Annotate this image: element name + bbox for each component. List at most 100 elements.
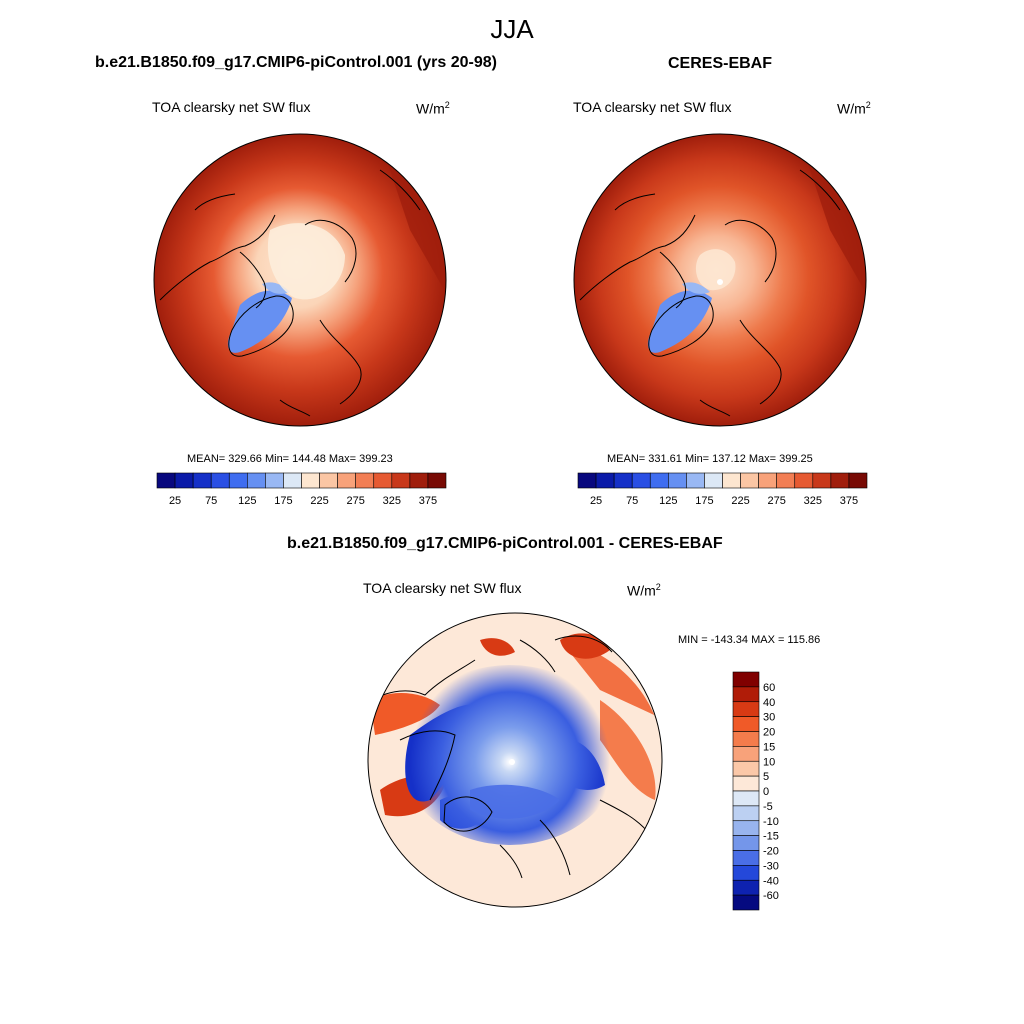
panel2-colorbar-box [830,472,850,489]
panel2-colorbar-box [686,472,705,489]
panel1-colorbar: 25 75 125 175 225 275 325 375 [156,472,447,507]
panel3-colorbar-box [732,865,760,881]
panel1-colorbar-box [265,472,284,489]
panel1-colorbar-box [373,472,393,489]
panel2-colorbar-box [649,472,669,489]
panel2-colorbar-box [668,472,687,489]
panel1-colorbar-box [427,472,447,489]
panel1-units: W/m2 [416,100,450,117]
panel1-coastlines [159,169,421,417]
panel2-colorbar-tick-label: 25 [590,495,602,507]
panel3-colorbar-box [732,879,760,896]
panel3-colorbar-box [732,775,760,792]
panel2-colorbar: 25 75 125 175 225 275 325 375 [577,472,868,507]
panel1-units-base: W/m [416,100,445,117]
panel1-colorbar-tick-label: 175 [274,495,292,507]
panel3-blue-patch-lower [470,784,560,819]
panel1-colorbar-tick-label: 75 [205,495,217,507]
panel3-colorbar-tick-label: 0 [763,786,769,798]
panel3-positive-north [560,633,610,659]
panel3-colorbar-box [732,731,760,747]
panel3-negative-greenland [440,794,490,829]
panel2-colorbar-box [722,472,741,489]
panel3-colorbar-box [732,760,760,777]
panel3-negative-band-east [555,739,605,790]
panel2-colorbar-tick-label: 325 [804,495,822,507]
panel2-coastlines [579,169,841,417]
panel1-colorbar-tick-label: 375 [419,495,437,507]
panel1-dark-outer-region [380,140,446,300]
panel3-positive-east-band [600,700,656,800]
panel3-title: b.e21.B1850.f09_g17.CMIP6-piControl.001 … [287,535,723,552]
panel1-colorbar-box [337,472,356,489]
panel3-colorbar-tick-label: -15 [763,831,779,843]
panel1-colorbar-box [391,472,411,489]
panel2-dark-outer-region [800,140,866,300]
panel3-colorbar-tick-label: 30 [763,712,775,724]
panel3-stats: MIN = -143.34 MAX = 115.86 [678,634,821,646]
panel2-colorbar-box [631,472,651,489]
panel3-colorbar-box [732,850,760,866]
panel3-colorbar-tick-label: -20 [763,846,779,858]
panel2-units: W/m2 [837,100,871,117]
panel3-colorbar-tick-label: -10 [763,816,779,828]
panel2-colorbar-box [794,472,814,489]
panel2-greenland-edge [682,282,710,294]
panel2-colorbar-box [704,472,723,489]
panel1-bright-core [267,223,345,300]
panel2-colorbar-box [758,472,777,489]
panel3-coastlines [371,635,651,879]
panel3-colorbar-tick-label: 15 [763,741,775,753]
panel1-colorbar-box [283,472,302,489]
panel1-colorbar-tick-label: 125 [238,495,256,507]
panel2-colorbar-box [595,472,615,489]
panel2-colorbar-tick-label: 275 [768,495,786,507]
panel1-title: b.e21.B1850.f09_g17.CMIP6-piControl.001 … [95,54,497,71]
panel3-colorbar-box [732,805,760,822]
panel3-positive-west [370,693,440,735]
panel2-colorbar-box [613,472,633,489]
panel3-units-base: W/m [627,582,656,599]
panel3-colorbar-tick-label: -30 [763,860,779,872]
panel2-map [573,133,867,427]
panel1-colorbar-box [210,472,230,489]
panel3-colorbar-box [732,820,760,836]
panel2-colorbar-box [848,472,868,489]
panel1-colorbar-box [228,472,248,489]
panel3-colorbar-tick-label: 10 [763,756,775,768]
panel3-colorbar-box [732,701,760,717]
panel1-colorbar-box [247,472,266,489]
panel3-positive-top [480,638,515,656]
panel1-greenland-field [227,290,292,353]
panel3-colorbar-box [732,894,760,911]
panel3-colorbar-tick-label: -40 [763,875,779,887]
panel3-colorbar-box [732,835,760,851]
panel2-greenland-field [647,290,712,353]
panel3-colorbar-box [732,746,760,762]
panel2-variable-label: TOA clearsky net SW flux [573,99,732,115]
panel3-map [367,612,663,908]
panel2-colorbar-tick-label: 225 [731,495,749,507]
panel2-colorbar-tick-label: 125 [659,495,677,507]
panel3-negative-band [405,704,480,802]
figure-title: JJA [490,14,534,44]
panel1-colorbar-tick-label: 325 [383,495,401,507]
panel3-colorbar-tick-label: -5 [763,801,773,813]
panel3-units-exp: 2 [655,582,661,592]
panel1-colorbar-box [192,472,212,489]
panel2-units-base: W/m [837,100,866,117]
panel3-colorbar-tick-label: -60 [763,890,779,902]
panel2-stats: MEAN= 331.61 Min= 137.12 Max= 399.25 [607,453,813,465]
panel2-colorbar-box [776,472,796,489]
panel3-positive-east [560,640,662,760]
panel2-colorbar-tick-label: 375 [840,495,858,507]
panel3-colorbar: 60 40 30 20 15 10 5 0 -5 -10 -15 -20 -30 -40 -60 [732,671,779,911]
panel3-positive-southwest [380,775,445,817]
panel1-stats: MEAN= 329.66 Min= 144.48 Max= 399.23 [187,453,393,465]
panel3-colorbar-tick-label: 60 [763,682,775,694]
panel3-colorbar-box [732,671,760,688]
panel1-variable-label: TOA clearsky net SW flux [152,99,311,115]
panel3-colorbar-box [732,790,760,807]
panel3-variable-label: TOA clearsky net SW flux [363,580,522,596]
